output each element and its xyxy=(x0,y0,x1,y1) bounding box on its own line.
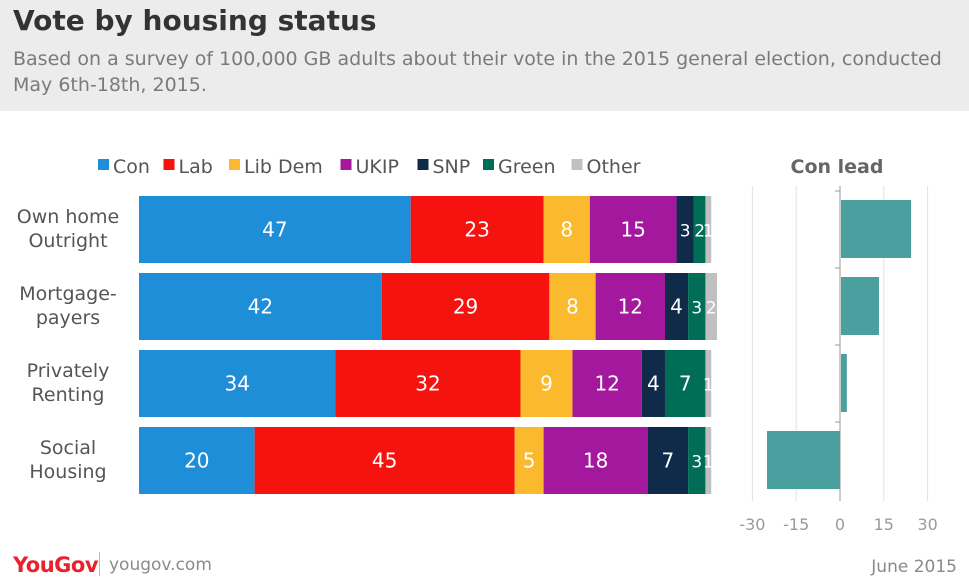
legend-swatch-con xyxy=(98,159,109,170)
bar-segment-lab xyxy=(335,350,521,417)
data-label: 8 xyxy=(560,218,573,242)
bar-segment-lib-dem xyxy=(514,427,544,494)
category-label: Own home Outright xyxy=(17,206,119,252)
data-label: 3 xyxy=(680,222,691,242)
bar-segment-lib-dem xyxy=(549,273,596,340)
bar-segment-lab xyxy=(254,427,515,494)
category-label: Social Housing xyxy=(29,437,106,483)
data-label: 20 xyxy=(184,449,209,473)
bar-segment-snp xyxy=(641,350,665,417)
legend-swatch-green xyxy=(483,159,494,170)
data-label: 15 xyxy=(620,218,645,242)
bar-segment-snp xyxy=(647,427,689,494)
bar-segment-lab xyxy=(410,196,544,263)
data-label: 23 xyxy=(464,218,489,242)
bar-segment-green xyxy=(688,273,706,340)
data-label: 12 xyxy=(594,372,619,396)
data-label: 1 xyxy=(703,376,714,396)
footer-url: yougov.com xyxy=(109,555,212,575)
legend-swatch-lab xyxy=(163,159,175,170)
data-label: 4 xyxy=(670,295,683,319)
bar-segment-ukip xyxy=(589,196,677,263)
bar-segment-ukip xyxy=(543,427,648,494)
data-label: 32 xyxy=(415,372,440,396)
data-label: 4 xyxy=(647,372,660,396)
data-label: 12 xyxy=(618,295,643,319)
legend-label: Con xyxy=(113,156,150,178)
bar-segment-other xyxy=(705,196,712,263)
category-label: Mortgage-payers xyxy=(19,283,117,329)
legend-label: Other xyxy=(587,156,641,178)
con-lead-bar xyxy=(767,431,840,489)
legend-swatch-snp xyxy=(417,159,429,170)
data-label: 34 xyxy=(225,372,250,396)
data-label: 18 xyxy=(583,449,608,473)
legend-swatch-ukip xyxy=(340,159,352,170)
data-label: 3 xyxy=(691,453,702,473)
bar-segment-ukip xyxy=(595,273,665,340)
bar-segment-con xyxy=(139,427,255,494)
data-label: 42 xyxy=(248,295,273,319)
bar-segment-other xyxy=(705,350,712,417)
data-label: 2 xyxy=(706,299,717,319)
footer-divider xyxy=(99,552,100,576)
bar-segment-snp xyxy=(664,273,689,340)
con-lead-bar xyxy=(841,277,879,335)
footer-date: June 2015 xyxy=(871,557,957,577)
legend-label: SNP xyxy=(433,156,471,178)
bar-segment-con xyxy=(139,273,382,340)
data-label: 5 xyxy=(523,449,536,473)
bar-segment-lib-dem xyxy=(543,196,590,263)
con-lead-bar xyxy=(841,354,847,412)
bar-segment-con xyxy=(139,196,411,263)
bar-segment-green xyxy=(688,427,706,494)
bar-segment-con xyxy=(139,350,336,417)
data-label: 47 xyxy=(262,218,287,242)
category-label: Privately Renting xyxy=(27,360,110,406)
bar-segment-green xyxy=(693,196,706,263)
yougov-logo: YouGov xyxy=(13,553,99,577)
x-tick-label: -30 xyxy=(739,515,765,534)
data-label: 9 xyxy=(540,372,553,396)
legend-label: Green xyxy=(498,156,556,178)
data-label: 29 xyxy=(453,295,478,319)
legend-label: Lab xyxy=(179,156,213,178)
bar-segment-green xyxy=(664,350,706,417)
legend-swatch-lib-dem xyxy=(229,159,240,170)
con-lead-bar xyxy=(841,200,912,258)
bar-segment-other xyxy=(705,273,717,340)
header: Vote by housing status Based on a survey… xyxy=(0,0,969,111)
x-tick-label: 15 xyxy=(874,515,894,534)
chart-subtitle: Based on a survey of 100,000 GB adults a… xyxy=(13,48,942,96)
bar-segment-snp xyxy=(676,196,694,263)
data-label: 45 xyxy=(372,449,397,473)
legend-label: UKIP xyxy=(356,156,399,178)
con-lead-title: Con lead xyxy=(791,156,884,178)
data-label: 7 xyxy=(679,372,692,396)
data-label: 1 xyxy=(703,222,714,242)
x-tick-label: 0 xyxy=(835,515,845,534)
data-label: 7 xyxy=(662,449,675,473)
legend-swatch-other xyxy=(571,159,583,170)
legend-label: Lib Dem xyxy=(244,156,323,178)
bar-segment-other xyxy=(705,427,712,494)
bar-segment-lab xyxy=(381,273,550,340)
bar-segment-lib-dem xyxy=(520,350,573,417)
data-label: 8 xyxy=(566,295,579,319)
chart-title: Vote by housing status xyxy=(13,4,377,37)
bar-segment-ukip xyxy=(572,350,642,417)
x-tick-label: 30 xyxy=(917,515,937,534)
data-label: 2 xyxy=(694,222,705,242)
chart-area: Con Lab Lib Dem UKIP SNP Green Other Own home Ou… xyxy=(17,156,938,534)
x-tick-label: -15 xyxy=(783,515,809,534)
data-label: 1 xyxy=(703,453,714,473)
data-label: 3 xyxy=(691,299,702,319)
